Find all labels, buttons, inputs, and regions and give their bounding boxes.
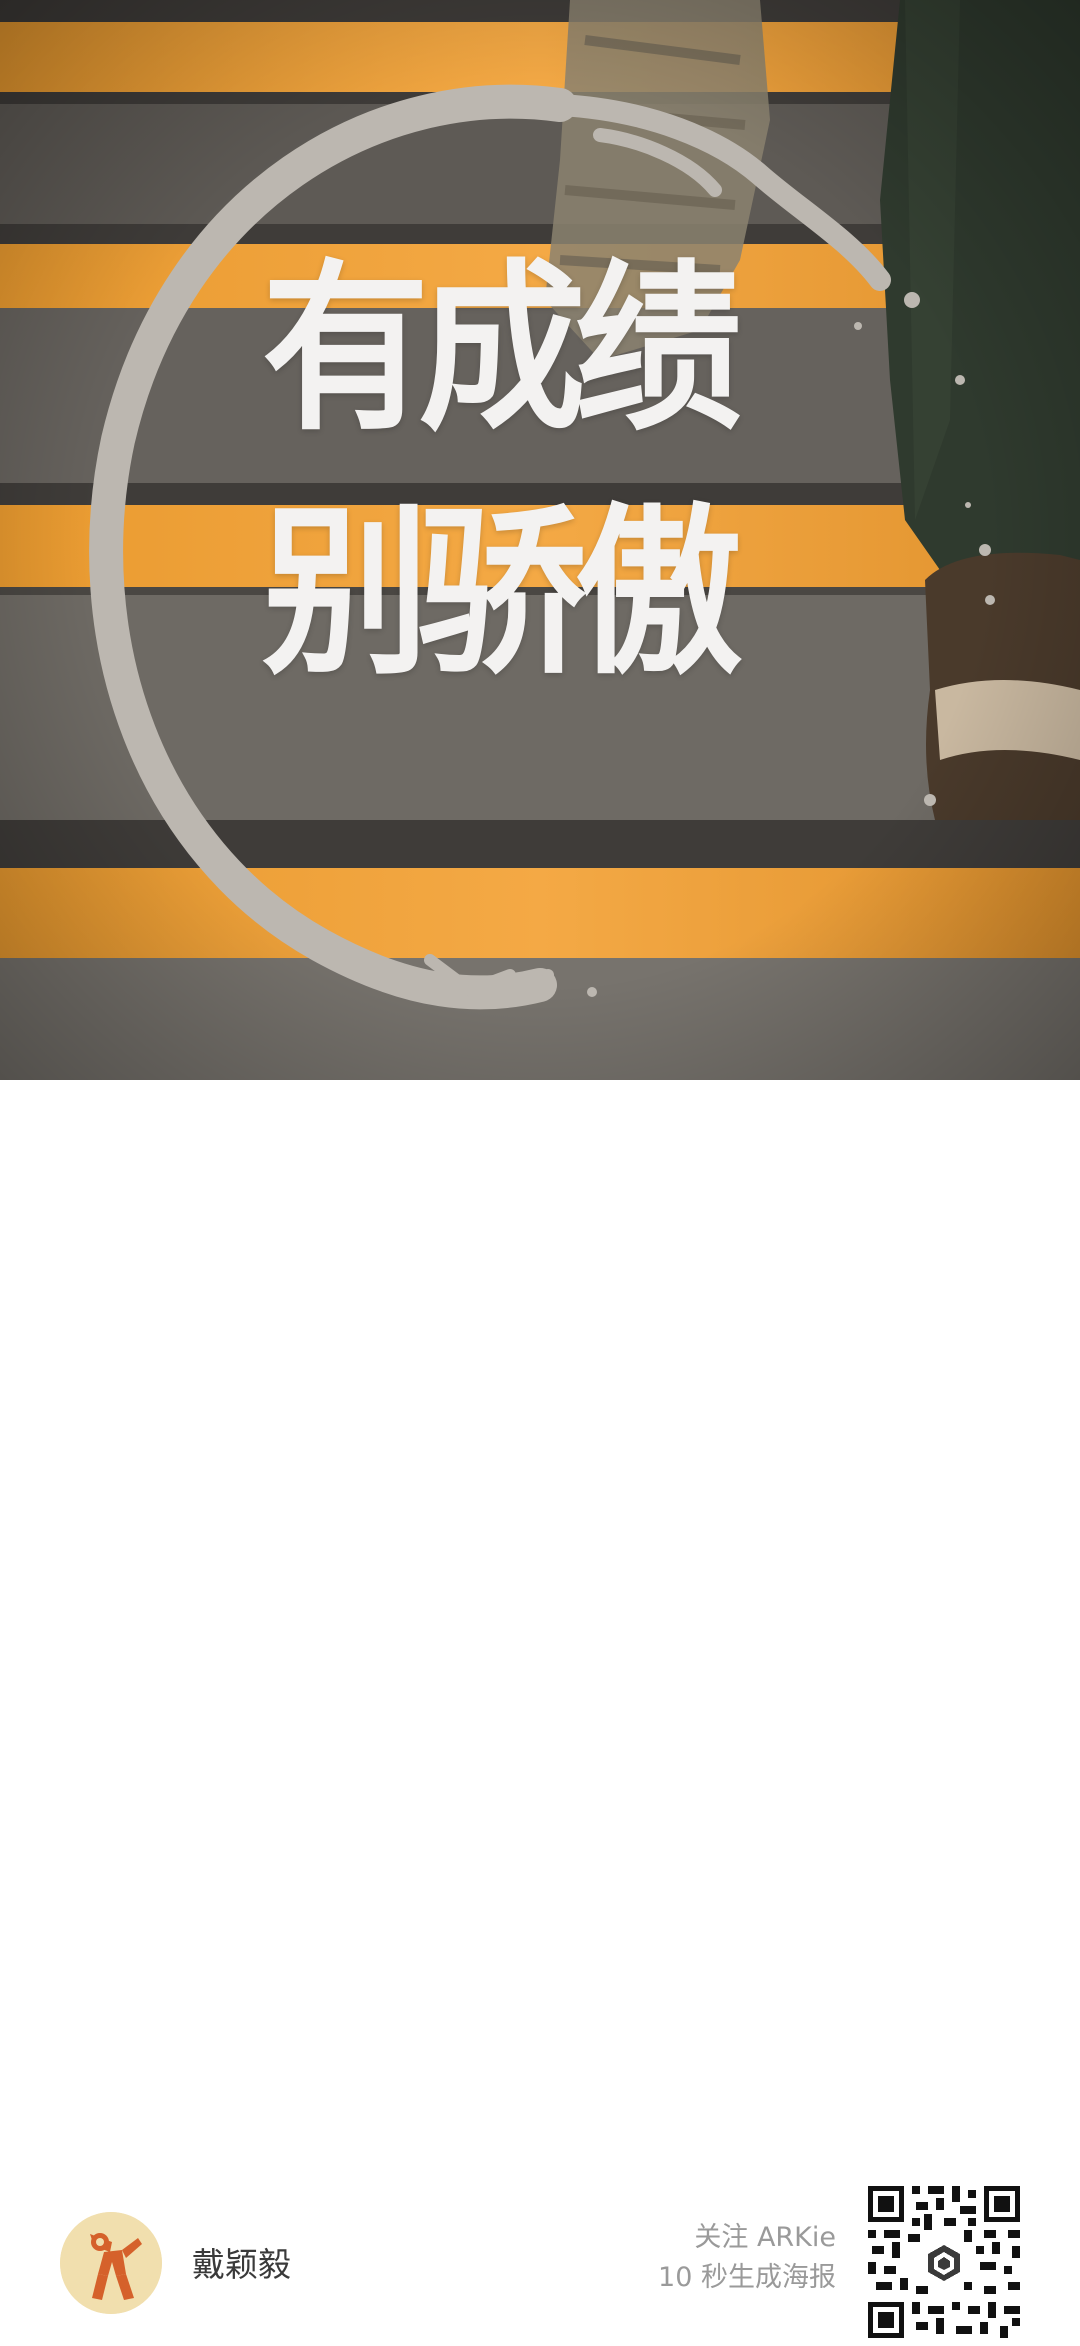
poster: 有成绩 别骄傲	[0, 0, 1080, 1080]
footer-bar: 戴颖毅 关注 ARKie 10 秒生成海报	[0, 1080, 1080, 2342]
author-name: 戴颖毅	[192, 2245, 291, 2284]
promo-line-1: 关注 ARKie	[694, 2222, 836, 2253]
headline-line-2: 别骄傲	[262, 487, 742, 699]
qr-code-icon[interactable]	[864, 2182, 1024, 2342]
brush-ring-decoration	[89, 84, 995, 1010]
headline: 有成绩 别骄傲	[262, 258, 832, 684]
promo-line-2: 10 秒生成海报	[658, 2262, 836, 2293]
headline-line-1: 有成绩	[262, 243, 742, 455]
stairs-background	[0, 0, 1080, 1080]
dancer-avatar-icon[interactable]	[60, 2212, 162, 2314]
promo-text: 关注 ARKie 10 秒生成海报	[658, 2218, 836, 2298]
